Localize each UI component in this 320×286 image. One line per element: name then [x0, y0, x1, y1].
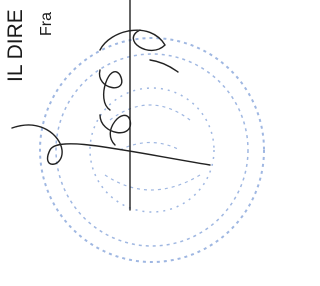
heading-text: IL DIRE [4, 9, 27, 82]
name-text: Fra [38, 12, 55, 36]
scan: IL DIRE Fra [0, 0, 278, 286]
paper [0, 0, 278, 286]
page: IL DIRE Fra (() => { const data = JSON.p… [0, 0, 278, 286]
